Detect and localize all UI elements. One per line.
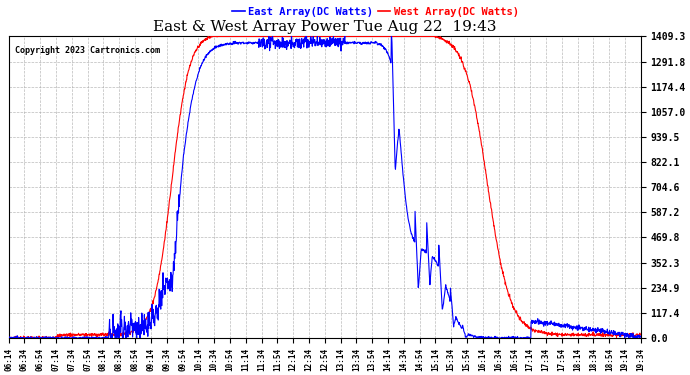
- Text: Copyright 2023 Cartronics.com: Copyright 2023 Cartronics.com: [15, 45, 160, 54]
- Title: East & West Array Power Tue Aug 22  19:43: East & West Array Power Tue Aug 22 19:43: [153, 20, 497, 34]
- Legend: East Array(DC Watts), West Array(DC Watts): East Array(DC Watts), West Array(DC Watt…: [228, 3, 523, 21]
